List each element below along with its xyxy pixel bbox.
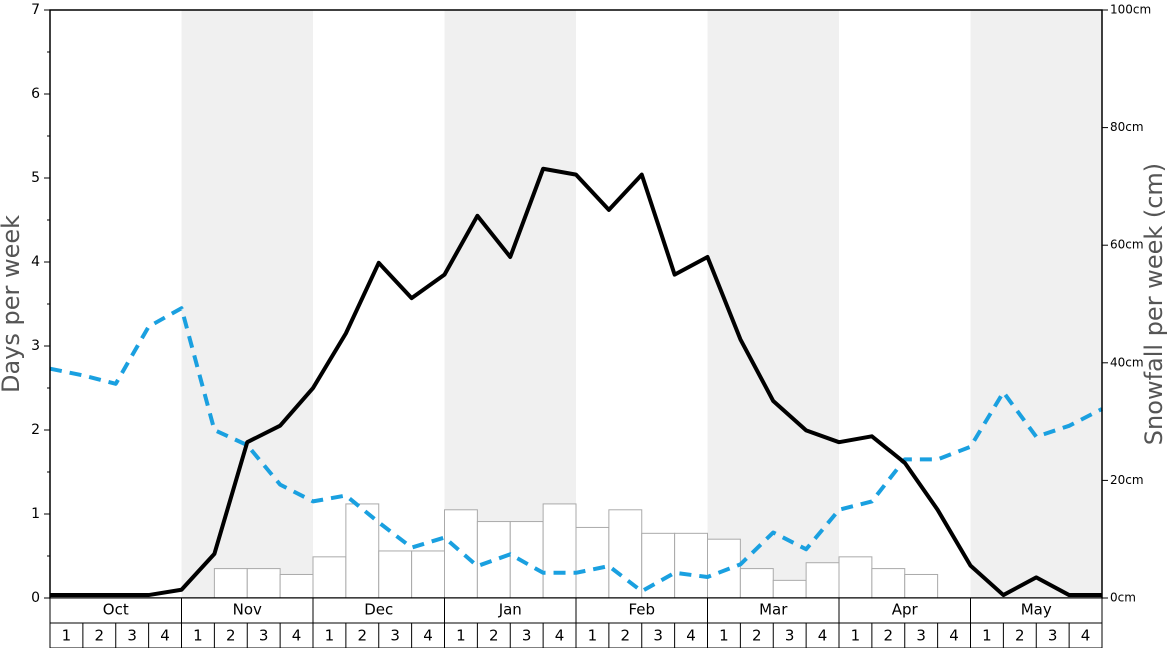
month-label: Feb xyxy=(628,601,655,619)
bar xyxy=(838,556,873,599)
bar xyxy=(378,550,413,599)
week-label: 2 xyxy=(226,627,236,645)
week-label: 2 xyxy=(489,627,499,645)
y-tick-label: 7 xyxy=(31,2,40,18)
y-axis-label: Days per week xyxy=(0,215,25,393)
week-label: 4 xyxy=(818,627,828,645)
month-label: Oct xyxy=(103,601,129,619)
y2-tick-label: 60cm xyxy=(1110,238,1144,252)
bar xyxy=(411,550,445,599)
bar xyxy=(246,568,281,599)
month-label: Mar xyxy=(759,601,788,619)
week-label: 4 xyxy=(686,627,696,645)
week-label: 3 xyxy=(390,627,400,645)
month-shade xyxy=(707,10,839,598)
week-label: 3 xyxy=(127,627,137,645)
week-label: 2 xyxy=(358,627,368,645)
y-tick-label: 6 xyxy=(31,86,40,102)
week-label: 1 xyxy=(456,627,466,645)
month-label: Nov xyxy=(233,601,262,619)
month-label: Dec xyxy=(364,601,393,619)
month-shade xyxy=(970,10,1102,598)
week-label: 3 xyxy=(1048,627,1058,645)
week-label: 2 xyxy=(621,627,631,645)
week-label: 3 xyxy=(785,627,795,645)
y-tick-label: 1 xyxy=(31,506,40,522)
week-label: 1 xyxy=(982,627,992,645)
week-label: 4 xyxy=(160,627,170,645)
week-label: 1 xyxy=(62,627,72,645)
week-label: 3 xyxy=(259,627,269,645)
bar xyxy=(476,521,511,599)
bar xyxy=(904,573,939,599)
y2-tick-label: 40cm xyxy=(1110,355,1144,369)
bar xyxy=(213,568,248,599)
month-label: Apr xyxy=(892,601,919,619)
y-tick-label: 3 xyxy=(31,338,40,354)
week-label: 3 xyxy=(522,627,532,645)
y2-tick-label: 100cm xyxy=(1110,3,1151,17)
bar xyxy=(739,568,774,599)
week-label: 4 xyxy=(423,627,433,645)
week-label: 2 xyxy=(752,627,762,645)
week-label: 1 xyxy=(588,627,598,645)
week-label: 4 xyxy=(292,627,302,645)
bar xyxy=(608,509,643,599)
bar xyxy=(805,562,840,599)
line xyxy=(49,306,1103,594)
bar xyxy=(575,526,610,599)
month-label: May xyxy=(1021,601,1052,619)
bar xyxy=(509,521,544,599)
month-shade xyxy=(444,10,576,598)
bar xyxy=(772,579,807,599)
week-label: 4 xyxy=(1081,627,1091,645)
week-label: 2 xyxy=(95,627,105,645)
y2-tick-label: 0cm xyxy=(1110,591,1136,605)
y-tick-label: 5 xyxy=(31,170,40,186)
bar xyxy=(444,509,478,599)
y2-tick-label: 20cm xyxy=(1110,473,1144,487)
month-label: Jan xyxy=(498,601,522,619)
week-label: 3 xyxy=(916,627,926,645)
y-tick-label: 0 xyxy=(31,590,40,606)
line xyxy=(50,166,1102,598)
y-tick-label: 4 xyxy=(31,254,40,270)
bar xyxy=(279,573,314,599)
week-label: 4 xyxy=(949,627,959,645)
y2-tick-label: 80cm xyxy=(1110,120,1144,134)
week-label: 2 xyxy=(1015,627,1025,645)
month-shade xyxy=(181,10,313,598)
y2-axis-label: Snowfall per week (cm) xyxy=(1140,163,1168,445)
week-label: 1 xyxy=(851,627,861,645)
week-label: 4 xyxy=(555,627,565,645)
bar xyxy=(871,568,906,599)
bar xyxy=(674,532,708,599)
week-label: 1 xyxy=(325,627,335,645)
y-tick-label: 2 xyxy=(31,422,40,438)
bar xyxy=(312,556,347,599)
week-label: 1 xyxy=(719,627,729,645)
week-label: 1 xyxy=(193,627,203,645)
week-label: 2 xyxy=(884,627,894,645)
bar xyxy=(542,503,577,599)
week-label: 3 xyxy=(653,627,663,645)
